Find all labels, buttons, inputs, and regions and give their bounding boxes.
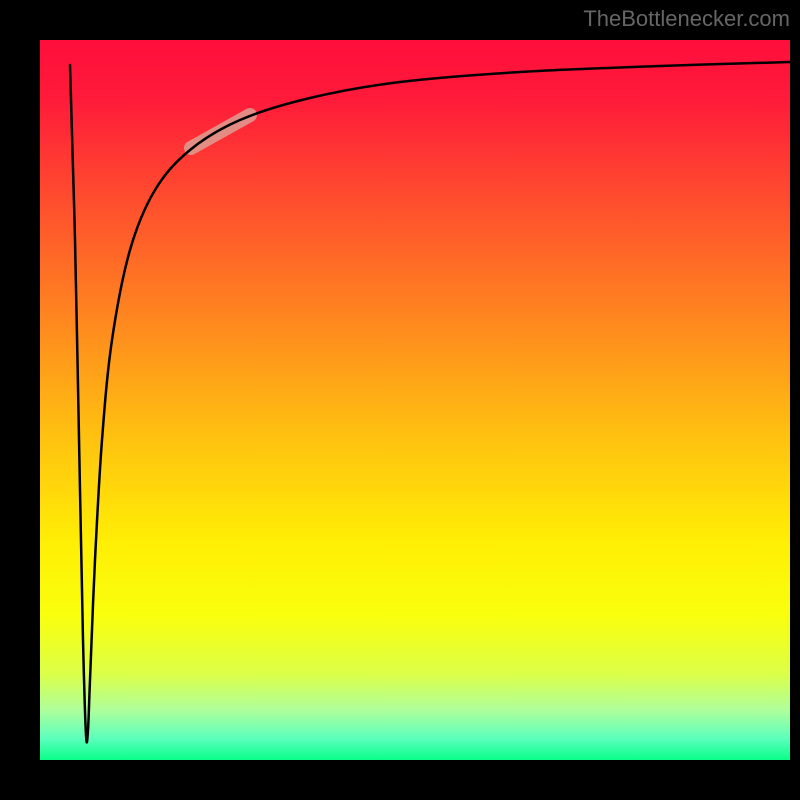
border-left [0,0,40,800]
border-right [790,0,800,800]
chart-svg [0,0,800,800]
gradient-background [40,40,790,760]
border-bottom [0,760,800,800]
watermark-text: TheBottlenecker.com [583,6,790,32]
chart-container: TheBottlenecker.com [0,0,800,800]
